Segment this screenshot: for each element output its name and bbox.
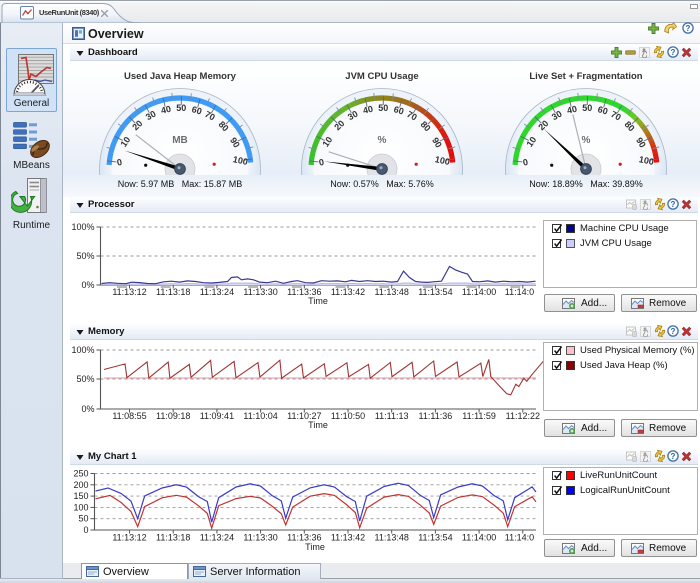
svg-text:150: 150 [73,491,88,501]
svg-text:30: 30 [346,109,360,123]
svg-text:60: 60 [393,104,405,116]
svg-text:11:13:18: 11:13:18 [156,287,190,297]
svg-text:80: 80 [419,119,433,133]
svg-text:11:13:12: 11:13:12 [112,533,146,543]
svg-text:Time: Time [308,420,328,430]
svg-text:11:10:04: 11:10:04 [243,411,277,421]
svg-text:11:13:36: 11:13:36 [287,533,321,543]
svg-text:70: 70 [405,109,419,123]
svg-text:11:13:18: 11:13:18 [156,533,190,543]
svg-text:70: 70 [609,109,623,123]
svg-text:50%: 50% [76,251,94,261]
svg-text:0: 0 [116,157,123,168]
svg-text:11:13:24: 11:13:24 [200,287,234,297]
svg-text:10: 10 [118,135,132,149]
svg-text:10: 10 [524,135,538,149]
svg-text:250: 250 [73,469,88,479]
svg-text:11:13:48: 11:13:48 [375,287,409,297]
svg-text:11:14:0: 11:14:0 [505,287,534,297]
svg-text:11:09:41: 11:09:41 [200,411,234,421]
svg-text:80: 80 [217,119,231,133]
svg-text:10: 10 [320,135,334,149]
svg-text:20: 20 [536,118,550,132]
svg-text:11:13:36: 11:13:36 [287,287,321,297]
svg-text:50%: 50% [76,374,94,384]
svg-text:11:13:42: 11:13:42 [331,533,365,543]
svg-text:11:09:18: 11:09:18 [156,411,190,421]
svg-text:200: 200 [73,480,88,490]
svg-text:90: 90 [634,136,648,150]
svg-text:90: 90 [430,136,444,150]
svg-text:?: ? [671,200,676,209]
svg-text:%: % [582,135,591,146]
svg-text:40: 40 [566,104,578,116]
svg-text:30: 30 [550,109,564,123]
svg-text:50: 50 [78,514,88,524]
svg-text:11:13:54: 11:13:54 [418,287,452,297]
svg-text:0: 0 [318,157,325,168]
svg-text:Time: Time [305,542,325,552]
svg-text:11:13:42: 11:13:42 [331,287,365,297]
svg-text:11:13:30: 11:13:30 [243,533,277,543]
svg-text:20: 20 [332,118,346,132]
svg-text:70: 70 [203,109,217,123]
svg-text:100: 100 [73,502,88,512]
svg-text:%: % [378,135,387,146]
svg-text:11:14:00: 11:14:00 [462,287,496,297]
svg-text:11:14:0: 11:14:0 [505,533,534,543]
svg-text:11:08:55: 11:08:55 [112,411,146,421]
svg-text:100: 100 [434,154,451,167]
svg-text:100: 100 [638,154,655,167]
svg-text:40: 40 [160,104,172,116]
svg-text:MB: MB [172,135,188,146]
svg-text:11:13:48: 11:13:48 [375,533,409,543]
svg-text:60: 60 [191,104,203,116]
svg-text:?: ? [686,24,691,33]
svg-text:Time: Time [308,296,328,306]
svg-text:80: 80 [623,119,637,133]
svg-text:50: 50 [378,103,388,113]
svg-text:100%: 100% [71,222,94,232]
svg-text:11:11:36: 11:11:36 [419,411,453,421]
svg-text:11:13:24: 11:13:24 [200,533,234,543]
svg-text:0: 0 [522,157,529,168]
svg-text:100%: 100% [71,345,94,355]
svg-text:11:12:22: 11:12:22 [506,411,540,421]
svg-text:50: 50 [582,103,592,113]
svg-text:11:13:30: 11:13:30 [243,287,277,297]
svg-text:?: ? [671,452,676,461]
svg-text:11:10:27: 11:10:27 [287,411,321,421]
svg-text:0%: 0% [81,404,94,414]
svg-text:11:13:54: 11:13:54 [418,533,452,543]
svg-text:20: 20 [130,118,144,132]
svg-text:11:10:50: 11:10:50 [331,411,365,421]
svg-text:11:11:59: 11:11:59 [462,411,496,421]
svg-text:0%: 0% [81,280,94,290]
svg-text:?: ? [671,48,676,57]
svg-text:40: 40 [362,104,374,116]
svg-text:11:13:12: 11:13:12 [112,287,146,297]
svg-text:11:11:13: 11:11:13 [375,411,409,421]
svg-text:60: 60 [597,104,609,116]
svg-text:90: 90 [228,136,242,150]
svg-text:11:14:00: 11:14:00 [462,533,496,543]
svg-text:?: ? [671,327,676,336]
svg-text:100: 100 [232,154,249,167]
svg-text:50: 50 [176,103,186,113]
svg-text:0: 0 [83,525,88,535]
svg-text:30: 30 [144,109,158,123]
